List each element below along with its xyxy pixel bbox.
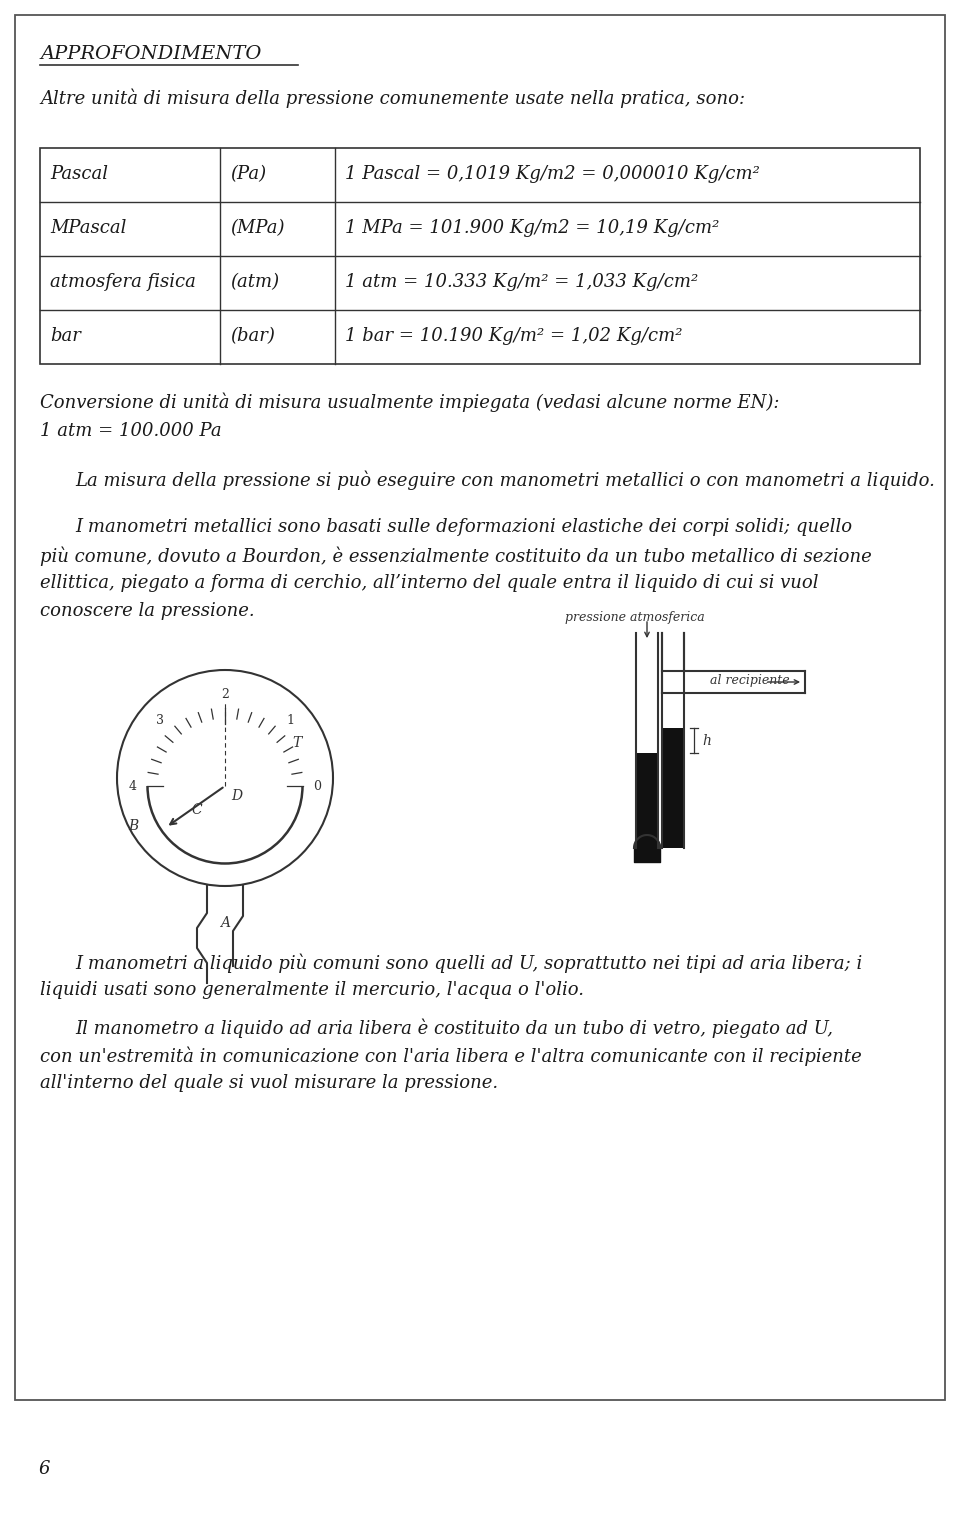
Bar bbox=[662, 728, 684, 848]
Text: 1: 1 bbox=[286, 715, 294, 727]
Text: 1 MPa = 101.900 Kg/m2 = 10,19 Kg/cm²: 1 MPa = 101.900 Kg/m2 = 10,19 Kg/cm² bbox=[345, 219, 719, 237]
Text: 1 atm = 10.333 Kg/m² = 1,033 Kg/cm²: 1 atm = 10.333 Kg/m² = 1,033 Kg/cm² bbox=[345, 272, 698, 291]
Text: conoscere la pressione.: conoscere la pressione. bbox=[40, 601, 254, 620]
Text: 1 bar = 10.190 Kg/m² = 1,02 Kg/cm²: 1 bar = 10.190 Kg/m² = 1,02 Kg/cm² bbox=[345, 327, 683, 344]
Text: (bar): (bar) bbox=[230, 327, 275, 344]
Text: pressione atmosferica: pressione atmosferica bbox=[565, 610, 705, 624]
Text: bar: bar bbox=[50, 327, 81, 344]
Text: I manometri metallici sono basati sulle deformazioni elastiche dei corpi solidi;: I manometri metallici sono basati sulle … bbox=[75, 519, 852, 536]
Text: Pascal: Pascal bbox=[50, 165, 108, 184]
Text: D: D bbox=[231, 789, 243, 803]
Text: 0: 0 bbox=[313, 779, 321, 793]
Text: Conversione di unità di misura usualmente impiegata (vedasi alcune norme EN):: Conversione di unità di misura usualment… bbox=[40, 392, 780, 412]
Text: 1 Pascal = 0,1019 Kg/m2 = 0,000010 Kg/cm²: 1 Pascal = 0,1019 Kg/m2 = 0,000010 Kg/cm… bbox=[345, 165, 760, 184]
Text: h: h bbox=[702, 733, 710, 748]
Bar bbox=[40, 148, 920, 364]
Text: atmosfera fisica: atmosfera fisica bbox=[50, 272, 196, 291]
Text: 2: 2 bbox=[221, 687, 228, 701]
Text: C: C bbox=[192, 803, 203, 817]
Text: 6: 6 bbox=[38, 1460, 50, 1478]
Text: Il manometro a liquido ad aria libera è costituito da un tubo di vetro, piegato : Il manometro a liquido ad aria libera è … bbox=[75, 1017, 833, 1037]
Text: MPascal: MPascal bbox=[50, 219, 127, 237]
Text: La misura della pressione si può eseguire con manometri metallici o con manometr: La misura della pressione si può eseguir… bbox=[75, 470, 935, 490]
Text: (MPa): (MPa) bbox=[230, 219, 284, 237]
Text: A: A bbox=[220, 916, 230, 930]
Text: T: T bbox=[293, 736, 301, 750]
Text: (Pa): (Pa) bbox=[230, 165, 266, 184]
Text: ellittica, piegato a forma di cerchio, all’interno del quale entra il liquido di: ellittica, piegato a forma di cerchio, a… bbox=[40, 574, 819, 592]
Text: 1 atm = 100.000 Pa: 1 atm = 100.000 Pa bbox=[40, 422, 222, 441]
Text: 4: 4 bbox=[129, 779, 137, 793]
Text: 3: 3 bbox=[156, 715, 164, 727]
Text: (atm): (atm) bbox=[230, 272, 279, 291]
Text: B: B bbox=[128, 819, 138, 832]
Text: con un'estremità in comunicazione con l'aria libera e l'altra comunicante con il: con un'estremità in comunicazione con l'… bbox=[40, 1047, 862, 1065]
Text: APPROFONDIMENTO: APPROFONDIMENTO bbox=[40, 44, 261, 63]
Text: più comune, dovuto a Bourdon, è essenzialmente costituito da un tubo metallico d: più comune, dovuto a Bourdon, è essenzia… bbox=[40, 546, 872, 566]
Bar bbox=[636, 753, 658, 848]
Text: all'interno del quale si vuol misurare la pressione.: all'interno del quale si vuol misurare l… bbox=[40, 1074, 498, 1092]
Text: al recipiente: al recipiente bbox=[710, 673, 790, 687]
Text: liquidi usati sono generalmente il mercurio, l'acqua o l'olio.: liquidi usati sono generalmente il mercu… bbox=[40, 981, 584, 999]
Text: I manometri a liquido più comuni sono quelli ad U, soprattutto nei tipi ad aria : I manometri a liquido più comuni sono qu… bbox=[75, 953, 862, 973]
Text: Altre unità di misura della pressione comunemente usate nella pratica, sono:: Altre unità di misura della pressione co… bbox=[40, 89, 745, 107]
